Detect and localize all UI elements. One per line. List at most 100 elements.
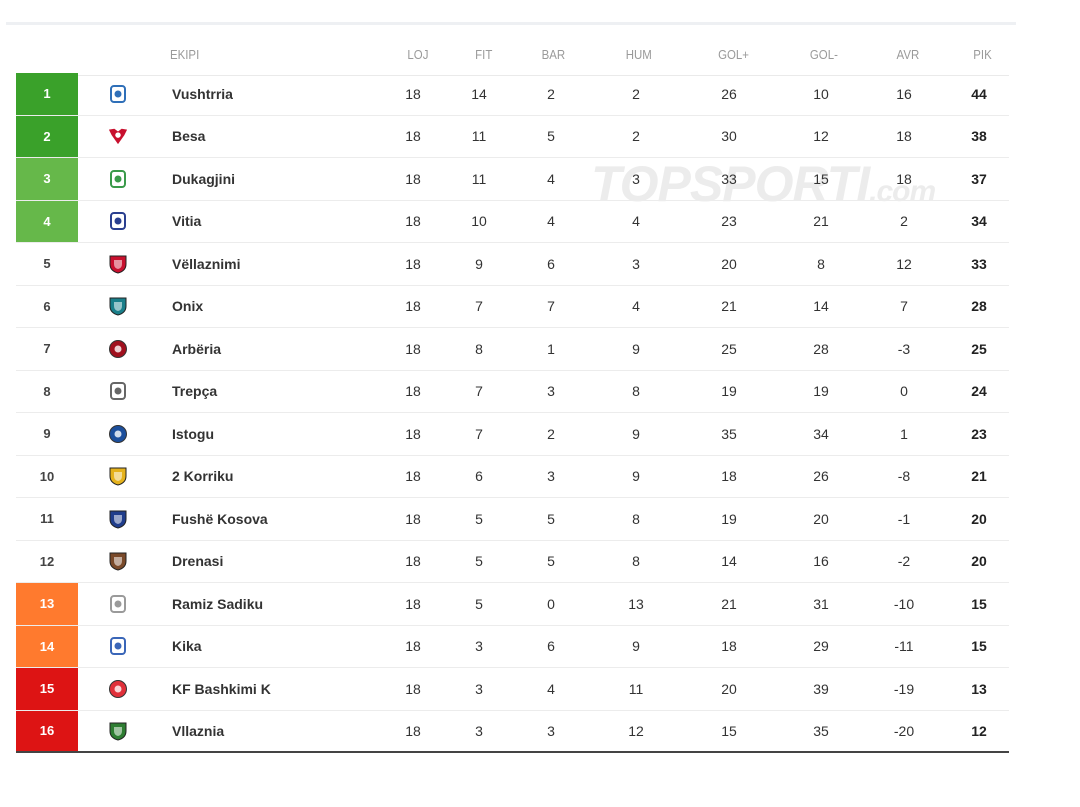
team-logo-icon[interactable] [108, 254, 128, 274]
table-row[interactable]: 5 Vëllaznimi 18 9 6 3 20 8 12 33 [16, 243, 1009, 286]
lost-cell: 4 [632, 213, 640, 230]
played-cell: 18 [405, 85, 421, 102]
table-row[interactable]: 4 Vitia 18 10 4 4 23 21 2 34 [16, 200, 1009, 243]
team-logo-icon[interactable] [108, 381, 128, 401]
table-row[interactable]: 9 Istogu 18 7 2 9 35 34 1 23 [16, 413, 1009, 456]
points-cell: 25 [971, 340, 987, 357]
header-goals-against[interactable]: GOL- [809, 47, 838, 62]
team-name[interactable]: Arbëria [172, 340, 222, 357]
team-name[interactable]: Drenasi [172, 553, 224, 570]
points-cell: 21 [971, 468, 987, 485]
goals-for-cell: 23 [721, 213, 737, 230]
header-drawn[interactable]: BAR [541, 47, 566, 62]
team-name[interactable]: Istogu [172, 425, 214, 442]
position-cell: 3 [16, 158, 78, 200]
header-team[interactable]: EKIPI [169, 47, 200, 62]
team-logo-icon[interactable] [108, 509, 128, 529]
goals-for-cell: 20 [721, 255, 737, 272]
goal-difference-cell: -20 [893, 722, 915, 739]
won-cell: 3 [475, 722, 483, 739]
lost-cell: 13 [628, 595, 644, 612]
goals-for-cell: 35 [721, 425, 737, 442]
team-logo-icon[interactable] [108, 339, 128, 359]
position-cell: 4 [16, 200, 78, 242]
position-cell: 5 [43, 256, 51, 272]
team-logo-icon[interactable] [108, 721, 128, 741]
won-cell: 11 [471, 128, 487, 145]
goals-for-cell: 25 [721, 340, 737, 357]
table-row[interactable]: 2 Besa 18 11 5 2 30 12 18 38 [16, 115, 1009, 158]
team-logo-icon[interactable] [108, 211, 128, 231]
team-name[interactable]: Fushë Kosova [172, 510, 268, 527]
won-cell: 7 [475, 298, 483, 315]
team-name[interactable]: Vushtrria [172, 85, 233, 102]
drawn-cell: 4 [547, 213, 555, 230]
table-header: EKIPI LOJ FIT BAR HUM GOL+ GOL- AVR PIK [16, 35, 1009, 76]
goal-difference-cell: 7 [900, 298, 908, 315]
team-name[interactable]: Vitia [172, 213, 202, 230]
lost-cell: 12 [628, 722, 644, 739]
header-lost[interactable]: HUM [625, 47, 652, 62]
goals-for-cell: 14 [721, 553, 737, 570]
header-won[interactable]: FIT [475, 47, 493, 62]
table-row[interactable]: 10 2 Korriku 18 6 3 9 18 26 -8 21 [16, 456, 1009, 498]
lost-cell: 8 [632, 553, 640, 570]
table-row[interactable]: 6 Onix 18 7 7 4 21 14 7 28 [16, 286, 1009, 328]
team-logo-icon[interactable] [108, 169, 128, 189]
played-cell: 18 [405, 170, 421, 187]
team-logo-icon[interactable] [108, 466, 128, 486]
header-points[interactable]: PIK [973, 47, 992, 62]
standings-rows: 1 Vushtrria 18 14 2 2 26 10 16 44 2 Besa 18 11 5 2 30 12 1… [16, 73, 1009, 753]
won-cell: 11 [471, 170, 487, 187]
drawn-cell: 4 [547, 170, 555, 187]
drawn-cell: 7 [547, 298, 555, 315]
position-cell: 1 [16, 73, 78, 115]
table-row[interactable]: 8 Trepça 18 7 3 8 19 19 0 24 [16, 371, 1009, 413]
goals-against-cell: 31 [813, 595, 829, 612]
table-row[interactable]: 15 KF Bashkimi K 18 3 4 11 20 39 -19 13 [16, 668, 1009, 711]
team-name[interactable]: Dukagjini [172, 170, 236, 187]
table-row[interactable]: 3 Dukagjini 18 11 4 3 33 15 18 37 [16, 158, 1009, 201]
team-name[interactable]: 2 Korriku [172, 468, 234, 485]
table-row[interactable]: 13 Ramiz Sadiku 18 5 0 13 21 31 -10 15 [16, 583, 1009, 626]
won-cell: 14 [471, 85, 487, 102]
table-row[interactable]: 12 Drenasi 18 5 5 8 14 16 -2 20 [16, 541, 1009, 583]
goals-for-cell: 33 [721, 170, 737, 187]
goal-difference-cell: -11 [894, 638, 914, 655]
team-name[interactable]: Trepça [172, 383, 218, 400]
team-name[interactable]: Ramiz Sadiku [172, 595, 264, 612]
goals-against-cell: 15 [813, 170, 829, 187]
standings-card: TOPSPORTI.com EKIPI LOJ FIT BAR HUM GOL+… [6, 22, 1016, 774]
header-goals-for[interactable]: GOL+ [718, 47, 749, 62]
table-row[interactable]: 1 Vushtrria 18 14 2 2 26 10 16 44 [16, 73, 1009, 116]
team-name[interactable]: Onix [172, 298, 204, 315]
team-logo-icon[interactable] [108, 636, 128, 656]
team-name[interactable]: Vllaznia [172, 722, 225, 739]
header-goal-difference[interactable]: AVR [896, 47, 920, 62]
table-row[interactable]: 14 Kika 18 3 6 9 18 29 -11 15 [16, 625, 1009, 668]
team-logo-icon[interactable] [108, 424, 128, 444]
goals-for-cell: 15 [721, 722, 737, 739]
goal-difference-cell: 1 [900, 425, 908, 442]
team-logo-icon[interactable] [108, 126, 128, 146]
goals-against-cell: 12 [813, 128, 829, 145]
table-row[interactable]: 16 Vllaznia 18 3 3 12 15 35 -20 12 [16, 710, 1009, 753]
team-logo-icon[interactable] [108, 679, 128, 699]
team-name[interactable]: Besa [172, 128, 206, 145]
header-played[interactable]: LOJ [407, 47, 429, 62]
team-name[interactable]: Vëllaznimi [172, 255, 241, 272]
team-logo-icon[interactable] [108, 594, 128, 614]
goal-difference-cell: -19 [893, 680, 915, 697]
team-logo-icon[interactable] [108, 296, 128, 316]
team-logo-icon[interactable] [108, 84, 128, 104]
drawn-cell: 1 [547, 340, 555, 357]
table-row[interactable]: 7 Arbëria 18 8 1 9 25 28 -3 25 [16, 328, 1009, 371]
goals-against-cell: 29 [813, 638, 829, 655]
team-logo-icon[interactable] [108, 551, 128, 571]
team-name[interactable]: Kika [172, 638, 202, 655]
position-cell: 13 [16, 583, 78, 625]
goals-against-cell: 21 [813, 213, 829, 230]
position-cell: 12 [39, 553, 55, 569]
team-name[interactable]: KF Bashkimi K [172, 680, 271, 697]
table-row[interactable]: 11 Fushë Kosova 18 5 5 8 19 20 -1 20 [16, 498, 1009, 541]
